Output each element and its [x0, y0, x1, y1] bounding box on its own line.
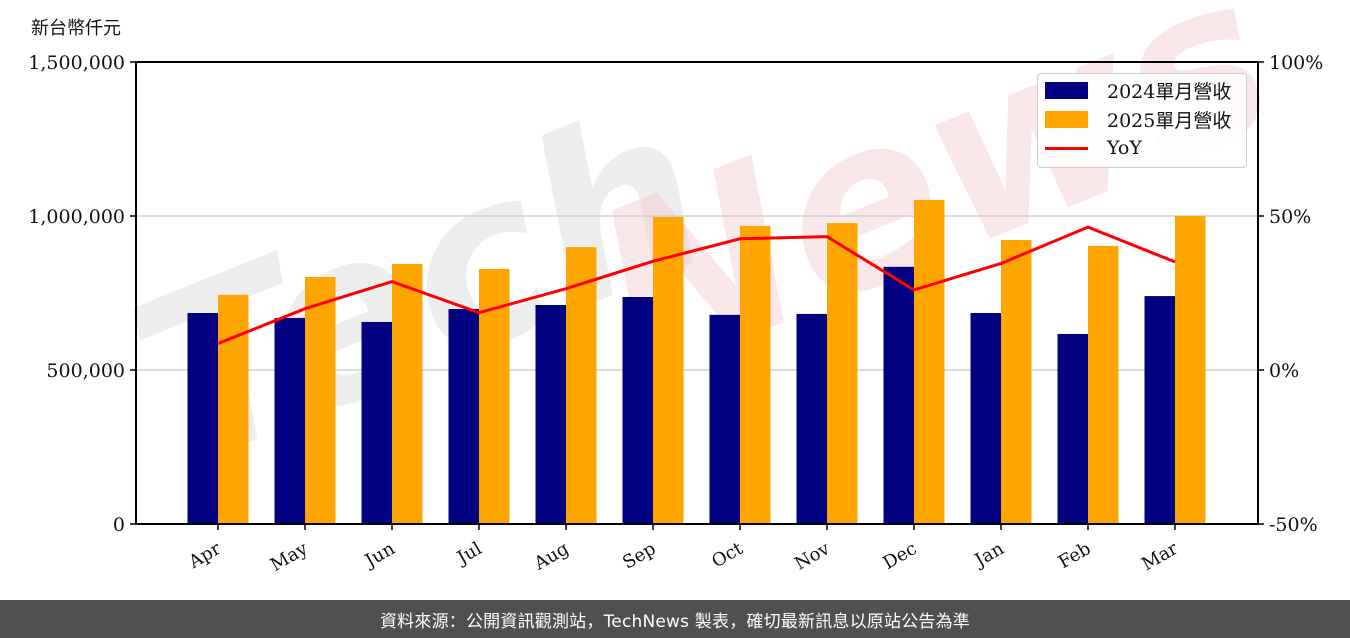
bar-2025-jan [1001, 240, 1032, 525]
x-tick-label-sep: Sep [619, 538, 659, 573]
x-tick-label-feb: Feb [1055, 538, 1095, 573]
legend-line-yoy [1045, 146, 1088, 150]
yoy-line [217, 225, 1176, 345]
bar-2024-dec [883, 266, 914, 524]
bar-2025-apr [218, 294, 249, 524]
bar-2024-feb [1057, 333, 1088, 524]
legend-item-2024: 2024單月營收 [1045, 77, 1231, 103]
chart-area: TechNews 0500,0001,000,0001,500,000-50%0… [28, 0, 1323, 576]
bar-2024-jan [970, 313, 1001, 524]
x-tick-label-may: May [267, 538, 312, 576]
yoy-polyline [217, 225, 1176, 345]
bar-2025-aug [566, 247, 597, 524]
bar-2025-jun [392, 264, 423, 524]
bar-2025-sep [653, 216, 684, 524]
y-tick-label: 500,000 [46, 360, 125, 382]
y2-tick-label: 100% [1269, 52, 1323, 74]
legend-label-2024: 2024單月營收 [1107, 80, 1232, 103]
legend-item-yoy: YoY [1045, 135, 1142, 161]
bar-2024-aug [535, 305, 566, 524]
source-footer: 資料來源：公開資訊觀測站，TechNews 製表，確切最新訊息以原站公告為準 [0, 600, 1350, 638]
plot-frame [135, 61, 1259, 525]
bar-2025-may [305, 276, 336, 524]
bar-2025-feb [1088, 245, 1119, 524]
bar-2024-nov [796, 313, 827, 524]
x-tick-label-jun: Jun [360, 538, 399, 573]
x-tick-label-dec: Dec [880, 538, 921, 574]
x-tick-label-mar: Mar [1138, 538, 1182, 575]
legend-swatch-2025 [1045, 110, 1088, 128]
legend-item-2025: 2025單月營收 [1045, 106, 1231, 132]
y-axis-unit-label: 新台幣仟元 [31, 18, 121, 39]
bar-2024-jun [361, 321, 392, 524]
bar-2025-mar [1175, 216, 1206, 524]
legend-swatch-2024 [1045, 81, 1088, 99]
bar-2025-nov [827, 223, 858, 525]
bar-2024-apr [187, 313, 218, 524]
y-tick-label: 1,000,000 [28, 206, 125, 228]
legend: 2024單月營收 2025單月營收 YoY [1037, 73, 1247, 168]
bar-2024-mar [1144, 296, 1175, 524]
bar-2025-oct [740, 225, 771, 524]
x-tick-label-nov: Nov [791, 538, 834, 575]
bar-2024-sep [622, 297, 653, 524]
revenue-chart: TechNews 0500,0001,000,0001,500,000-50%0… [28, 0, 1323, 576]
bar-2024-oct [709, 314, 740, 524]
y-tick-label: 1,500,000 [28, 52, 125, 74]
y2-tick-label: 50% [1269, 206, 1311, 228]
y2-tick-label: -50% [1269, 514, 1318, 536]
x-tick-label-oct: Oct [708, 538, 747, 573]
bars [187, 199, 1206, 525]
x-tick-label-jul: Jul [452, 538, 486, 570]
x-tick-label-apr: Apr [184, 538, 224, 573]
y-tick-label: 0 [113, 514, 125, 536]
x-tick-label-jan: Jan [970, 538, 1008, 572]
bar-2024-jul [448, 309, 479, 524]
legend-label-2025: 2025單月營收 [1107, 109, 1232, 132]
bar-2025-dec [914, 199, 945, 524]
x-tick-label-aug: Aug [530, 538, 573, 575]
source-footer-text: 資料來源：公開資訊觀測站，TechNews 製表，確切最新訊息以原站公告為準 [379, 611, 970, 632]
bar-2024-may [274, 317, 305, 524]
y2-tick-label: 0% [1269, 360, 1299, 382]
legend-label-yoy: YoY [1107, 137, 1142, 159]
